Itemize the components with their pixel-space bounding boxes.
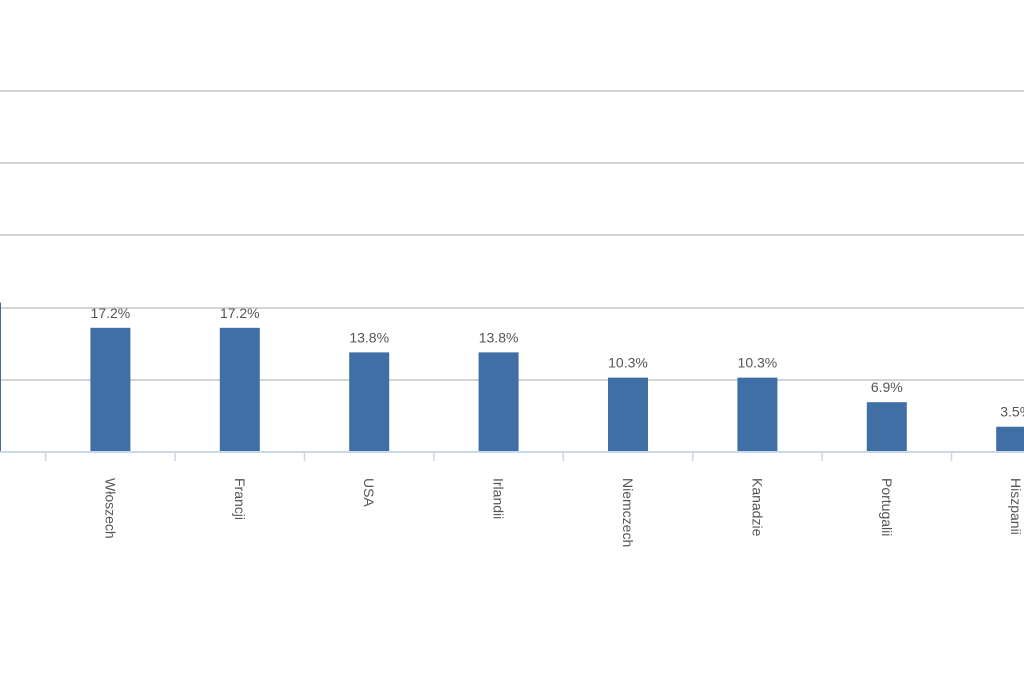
data-label: 17.2% (91, 305, 131, 321)
x-axis-labels: Włoszech Francji USA Irlandii Niemczech Kanad… (102, 478, 1024, 547)
bar-niemczech (608, 377, 648, 452)
x-label: Niemczech (620, 478, 636, 547)
x-label: Francji (232, 478, 248, 520)
data-label: 10.3% (608, 355, 648, 371)
bar-portugalii (866, 402, 907, 452)
x-label: Hiszpanii (1008, 478, 1024, 535)
data-label: 3.5% (1000, 404, 1024, 420)
data-label: 17.2% (220, 305, 260, 321)
x-label: Irlandii (491, 478, 507, 519)
x-label: Włoszech (102, 478, 118, 539)
x-axis-ticks (44, 452, 953, 461)
x-label: Portugalii (879, 478, 895, 536)
bar-hiszpanii (996, 426, 1024, 452)
data-labels: %17.2%17.2%13.8%13.8%10.3%10.3%6.9%3.5% (91, 305, 1024, 420)
bar-partial (0, 302, 1, 452)
data-label: 13.8% (349, 329, 389, 345)
bar-francji (219, 327, 260, 452)
bar-usa (349, 352, 390, 452)
x-label: Kanadzie (749, 478, 765, 537)
data-label: 6.9% (871, 379, 903, 395)
gridlines (0, 90, 1024, 381)
bar-włoszech (90, 327, 131, 452)
x-label: USA (361, 478, 377, 507)
bar-kanadzie (737, 377, 778, 452)
data-label: 13.8% (479, 329, 519, 345)
data-label: 10.3% (738, 355, 778, 371)
bar-irlandii (478, 352, 519, 452)
bars (0, 302, 1024, 452)
